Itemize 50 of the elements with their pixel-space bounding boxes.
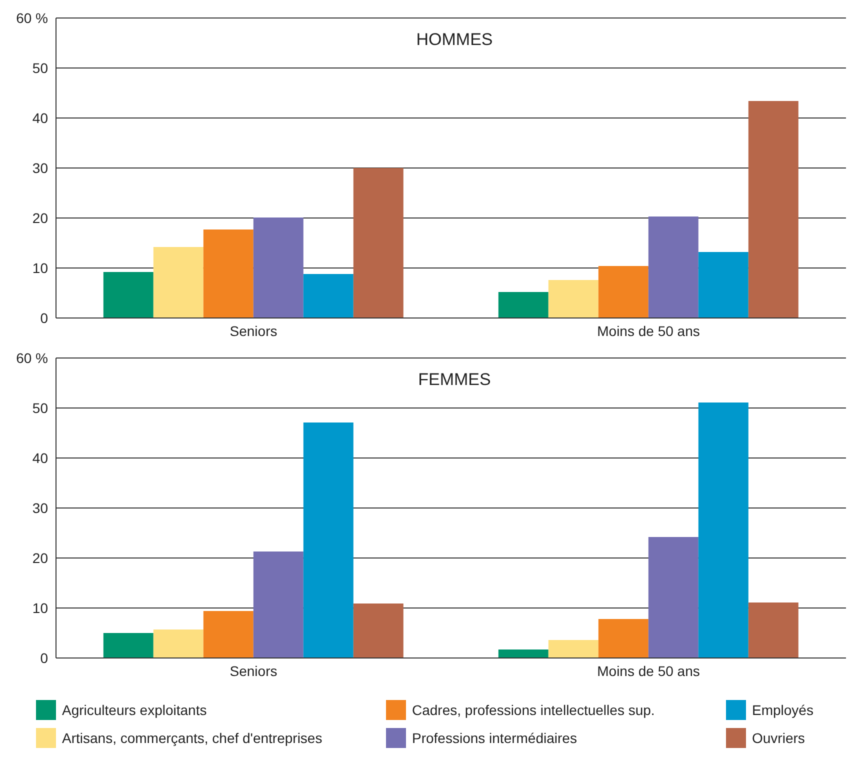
y-tick-label: 30 [32,500,48,516]
x-tick-label: Seniors [230,662,278,679]
bar [548,640,598,658]
bar [498,650,548,658]
bar [353,604,404,658]
legend-label: Agriculteurs exploitants [62,702,207,718]
bar [498,292,548,318]
legend-label: Cadres, professions intellectuelles sup. [412,702,655,718]
bar [648,216,698,318]
y-tick-label: 0 [40,650,48,666]
legend-label: Artisans, commerçants, chef d'entreprises [62,730,322,746]
y-tick-label: 60 % [16,10,48,26]
bar [353,168,404,318]
bar [698,252,748,318]
y-tick-label: 30 [32,160,48,176]
bar [253,552,304,658]
bar [203,230,254,318]
y-tick-label: 60 % [16,350,48,366]
legend-label: Ouvriers [752,730,805,746]
text: HOMMES [415,30,494,50]
x-tick-label: Moins de 50 ans [597,662,700,679]
bar [153,630,204,658]
y-tick-label: 20 [32,550,48,566]
bar [698,402,748,658]
y-tick-label: 20 [32,210,48,226]
y-tick-label: 0 [40,310,48,326]
legend-label: Professions intermédiaires [412,730,577,746]
y-tick-label: 40 [32,110,48,126]
bar [153,247,204,318]
bar [303,422,354,658]
bar [548,280,598,318]
y-tick-label: 50 [32,400,48,416]
bar [253,218,304,318]
bar [103,633,154,658]
y-tick-label: 50 [32,60,48,76]
text: FEMMES [417,370,492,390]
x-tick-label: Seniors [230,322,278,339]
y-tick-label: 10 [32,600,48,616]
legend-label: Employés [752,702,814,718]
bar [748,602,798,658]
bar [103,272,154,318]
bar [598,266,648,318]
bar [648,537,698,658]
y-tick-label: 10 [32,260,48,276]
bar [303,274,354,318]
y-tick-label: 40 [32,450,48,466]
bar [748,101,798,318]
bar [203,611,254,658]
x-tick-label: Moins de 50 ans [597,322,700,339]
bar [598,619,648,658]
